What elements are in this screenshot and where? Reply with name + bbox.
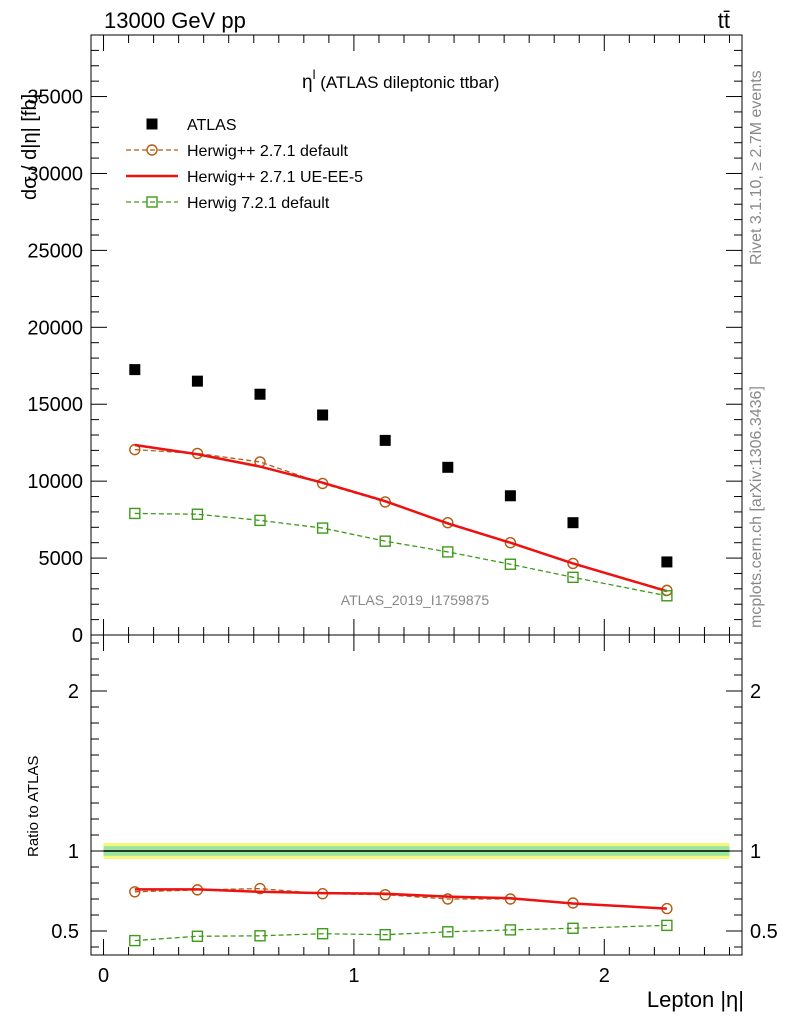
legend-label: ATLAS [187,117,237,134]
ratio-line [134,924,667,942]
ratio-series-1 [134,888,667,910]
data-point [661,590,673,602]
data-point [254,388,266,400]
data-point [567,557,579,570]
rivet-label: Rivet 3.1.10, ≥ 2.7M events [748,70,765,265]
data-point [504,536,517,549]
x-tick-label: 1 [348,965,359,987]
data-point [567,517,579,529]
ratio-point [129,886,141,898]
y-tick-label: 15000 [27,394,83,416]
ratio-point [254,882,266,895]
y-tick-label: 0 [72,625,83,647]
ratio-series [129,882,673,947]
legend-marker [146,196,158,208]
data-point [661,556,673,568]
analysis-watermark: ATLAS_2019_I1759875 [341,592,490,608]
series-line [134,512,668,597]
ratio-point [191,930,204,942]
ratio-point [254,930,266,942]
series-1 [129,443,673,597]
main-x-axis [103,35,730,635]
data-point [191,375,203,387]
data-point [504,490,516,502]
ratio-point [504,924,517,936]
ratio-y-tick-label-right: 0.5 [750,921,778,943]
x-axis-label: Lepton |η| [647,987,744,1012]
ratio-y-tick-label: 1 [68,841,79,863]
ratio-uncertainty-band [103,843,730,859]
legend-entry: Herwig++ 2.7.1 default [126,143,349,160]
series-line [134,448,668,592]
series-0 [129,364,673,568]
y-tick-label: 25000 [27,240,83,262]
data-point [129,443,141,456]
plot-title-eta: η [302,72,313,93]
data-point [129,364,141,376]
ratio-y-tick-label-right: 1 [750,841,761,863]
data-point [442,546,454,558]
data-point [317,409,329,421]
legend-entry: ATLAS [146,117,237,134]
ratio-point [129,934,141,947]
y-tick-label: 35000 [27,87,83,109]
ratio-line [134,888,667,910]
header-right: tt̄ [718,8,730,33]
series-line [134,443,668,593]
ratio-point [442,893,454,905]
y-tick-label: 30000 [27,163,83,185]
main-y-axis: 0 5000 10000 15000 20000 25000 30000 35000 [27,34,742,647]
ratio-point [567,922,579,934]
legend-entry: Herwig 7.2.1 default [126,195,330,212]
legend-entry: Herwig++ 2.7.1 UE-EE-5 [126,169,363,186]
ratio-axes: 0 1 2 0.5 0.5 1 1 2 2 [51,635,778,987]
data-point [316,522,329,534]
series-2 [134,443,668,593]
data-point [254,514,266,527]
data-point [379,434,391,446]
mcplots-label: mcplots.cern.ch [arXiv:1306.3436] [748,386,765,628]
data-point [191,508,204,520]
ratio-point [316,928,329,940]
ratio-series-0 [129,882,673,915]
ratio-plot-frame [90,634,743,956]
legend-marker [146,118,158,130]
main-y-label: dσ / d|η| [fb] [19,94,41,200]
y-tick-label: 10000 [27,471,83,493]
ratio-y-tick-label: 0.5 [51,921,79,943]
ratio-point [661,919,673,932]
ratio-y-tick-label: 2 [68,681,79,703]
data-point [442,461,454,473]
ratio-series-2 [129,919,673,947]
series-3 [129,507,673,602]
legend-label: Herwig 7.2.1 default [187,195,330,212]
plot-title-rest: (ATLAS dileptonic ttbar) [315,73,499,92]
ratio-y-tick-label-right: 2 [750,681,761,703]
ratio-line [134,887,667,910]
header-left: 13000 GeV pp [104,8,246,33]
x-tick-label: 0 [98,965,109,987]
x-tick-label: 2 [599,965,610,987]
ratio-point [379,928,391,941]
y-tick-label: 5000 [39,548,84,570]
data-point [567,571,579,584]
data-point [379,535,391,547]
main-series [129,364,673,602]
legend-marker [146,144,158,156]
data-point [129,507,141,520]
plot-title-sup: l [313,67,316,82]
plot-title: ηl (ATLAS dileptonic ttbar) [302,67,499,93]
legend-label: Herwig++ 2.7.1 UE-EE-5 [187,169,363,186]
legend: ATLAS Herwig++ 2.7.1 default Herwig++ 2.7.… [126,117,363,212]
y-tick-label: 20000 [27,317,83,339]
data-point [504,558,517,570]
ratio-point [442,926,454,938]
ratio-y-label: Ratio to ATLAS [25,756,42,857]
legend-label: Herwig++ 2.7.1 default [187,143,349,160]
